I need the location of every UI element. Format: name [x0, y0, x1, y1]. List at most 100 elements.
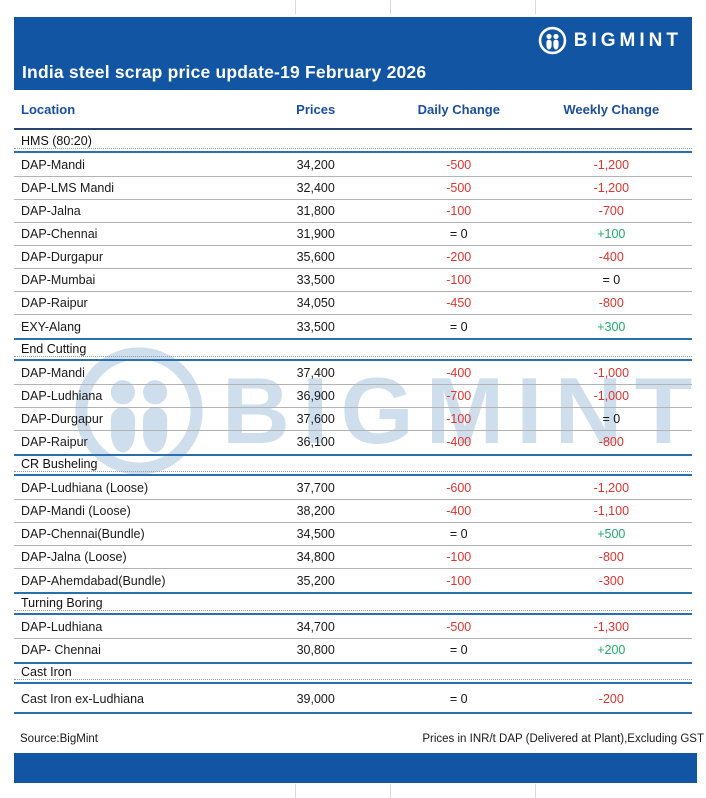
location-cell: DAP-Ludhiana	[21, 388, 103, 403]
location-cell: DAP-Ahemdabad(Bundle)	[21, 573, 166, 588]
table-row: DAP-LMS Mandi 32,400 -500 -1,200	[14, 177, 692, 200]
column-header-daily-change: Daily Change	[417, 101, 500, 117]
section-underline	[14, 149, 692, 153]
price-cell: 33,500	[296, 273, 335, 287]
weekly-change-cell: +500	[597, 527, 626, 541]
daily-change-cell: -500	[446, 158, 472, 172]
table-row: EXY-Alang 33,500 = 0 +300	[14, 315, 692, 338]
price-cell: 36,100	[296, 435, 335, 449]
price-cell: 37,700	[296, 481, 335, 495]
price-cell: 34,700	[296, 619, 335, 634]
price-cell: 34,200	[296, 158, 335, 172]
table-row: DAP-Chennai 31,900 = 0 +100	[14, 223, 692, 246]
spreadsheet-gridline	[535, 784, 536, 798]
price-cell: 34,500	[296, 527, 335, 541]
spreadsheet-gridline	[295, 0, 296, 14]
table-row: DAP-Ludhiana (Loose) 37,700 -600 -1,200	[14, 477, 692, 500]
location-cell: DAP-Jalna (Loose)	[21, 550, 127, 564]
price-cell: 30,800	[296, 643, 335, 657]
section-underline	[14, 472, 692, 476]
daily-change-cell: -400	[446, 365, 472, 380]
weekly-change-cell: -400	[598, 250, 624, 264]
weekly-change-cell: -800	[598, 296, 624, 310]
daily-change-cell: -450	[446, 296, 472, 310]
location-cell: Cast Iron ex-Ludhiana	[21, 691, 144, 706]
table-row: DAP-Ludhiana 36,900 -700 -1,000	[14, 385, 692, 408]
table-row: DAP-Ludhiana 34,700 -500 -1,300	[14, 616, 692, 639]
spreadsheet-gridline	[535, 0, 536, 14]
section-underline	[14, 680, 692, 684]
daily-change-cell: = 0	[449, 691, 468, 706]
section-block: End Cutting DAP-Mandi 37,400 -400 -1,000 DAP-…	[14, 338, 692, 454]
daily-change-cell: -100	[446, 573, 472, 588]
table-row: DAP- Chennai 30,800 = 0 +200	[14, 639, 692, 662]
price-cell: 35,200	[296, 573, 335, 588]
section-header: Cast Iron	[14, 665, 692, 680]
price-cell: 37,400	[296, 365, 335, 380]
table-row: DAP-Raipur 36,100 -400 -800	[14, 431, 692, 454]
daily-change-cell: -400	[446, 435, 472, 449]
location-cell: EXY-Alang	[21, 319, 81, 334]
location-cell: DAP-Ludhiana (Loose)	[21, 481, 149, 495]
location-cell: DAP-Chennai(Bundle)	[21, 527, 145, 541]
daily-change-cell: -500	[446, 619, 472, 634]
column-header-prices: Prices	[296, 101, 336, 117]
location-cell: DAP-Raipur	[21, 296, 88, 310]
daily-change-cell: -100	[446, 550, 472, 564]
weekly-change-cell: -1,200	[593, 481, 630, 495]
table-row: DAP-Mandi 34,200 -500 -1,200	[14, 154, 692, 177]
location-cell: DAP-Raipur	[21, 435, 88, 449]
header-bar: BIGMINT India steel scrap price update-1…	[14, 17, 692, 90]
price-table-body: HMS (80:20) DAP-Mandi 34,200 -500 -1,200 DAP-…	[14, 133, 692, 714]
section-block: Cast Iron Cast Iron ex-Ludhiana 39,000 = 0 -…	[14, 661, 692, 714]
daily-change-cell: -200	[446, 250, 472, 264]
location-cell: DAP-Chennai	[21, 227, 98, 241]
brand-logo: BIGMINT	[538, 26, 682, 55]
daily-change-cell: = 0	[449, 227, 468, 241]
column-header-location: Location	[21, 101, 76, 117]
location-cell: DAP-Mandi	[21, 365, 85, 380]
weekly-change-cell: -1,200	[593, 181, 630, 195]
footer: Source:BigMint Prices in INR/t DAP (Deli…	[14, 733, 704, 750]
weekly-change-cell: -1,000	[593, 388, 630, 403]
weekly-change-cell: -800	[598, 550, 624, 564]
spreadsheet-gridline	[390, 784, 391, 798]
price-cell: 36,900	[296, 388, 335, 403]
weekly-change-cell: = 0	[602, 273, 621, 287]
daily-change-cell: -100	[446, 204, 472, 218]
weekly-change-cell: +200	[597, 643, 626, 657]
weekly-change-cell: +300	[597, 319, 626, 334]
spreadsheet-gridline	[390, 0, 391, 14]
weekly-change-cell: -1,100	[593, 504, 630, 518]
section-header: End Cutting	[14, 342, 692, 357]
daily-change-cell: -700	[446, 388, 472, 403]
table-row: DAP-Durgapur 35,600 -200 -400	[14, 246, 692, 269]
price-cell: 31,900	[296, 227, 335, 241]
price-cell: 34,800	[296, 550, 335, 564]
section-block: Turning Boring DAP-Ludhiana 34,700 -500 -1,3…	[14, 592, 692, 662]
location-cell: DAP-Durgapur	[21, 411, 103, 426]
weekly-change-cell: -300	[598, 573, 624, 588]
price-cell: 31,800	[296, 204, 335, 218]
daily-change-cell: = 0	[449, 643, 468, 657]
page-title: India steel scrap price update-19 Februa…	[22, 62, 427, 82]
table-row: DAP-Mumbai 33,500 -100 = 0	[14, 269, 692, 292]
location-cell: DAP-Durgapur	[21, 250, 103, 264]
weekly-change-cell: = 0	[602, 411, 621, 426]
table-row: DAP-Jalna (Loose) 34,800 -100 -800	[14, 546, 692, 569]
location-cell: DAP-Mumbai	[21, 273, 96, 287]
source-note: Source:BigMint	[20, 733, 98, 745]
section-block: CR Busheling DAP-Ludhiana (Loose) 37,700 -6…	[14, 453, 692, 593]
price-cell: 35,600	[296, 250, 335, 264]
section-underline	[14, 611, 692, 615]
weekly-change-cell: -1,000	[593, 365, 630, 380]
daily-change-cell: -400	[446, 504, 472, 518]
table-row: DAP-Raipur 34,050 -450 -800	[14, 292, 692, 315]
section-block: HMS (80:20) DAP-Mandi 34,200 -500 -1,200 DAP-…	[14, 134, 692, 338]
price-cell: 34,050	[296, 296, 335, 310]
column-header-weekly-change: Weekly Change	[563, 101, 660, 117]
price-cell: 32,400	[296, 181, 335, 195]
table-row: DAP-Durgapur 37,600 -100 = 0	[14, 408, 692, 431]
price-cell: 39,000	[296, 691, 335, 706]
